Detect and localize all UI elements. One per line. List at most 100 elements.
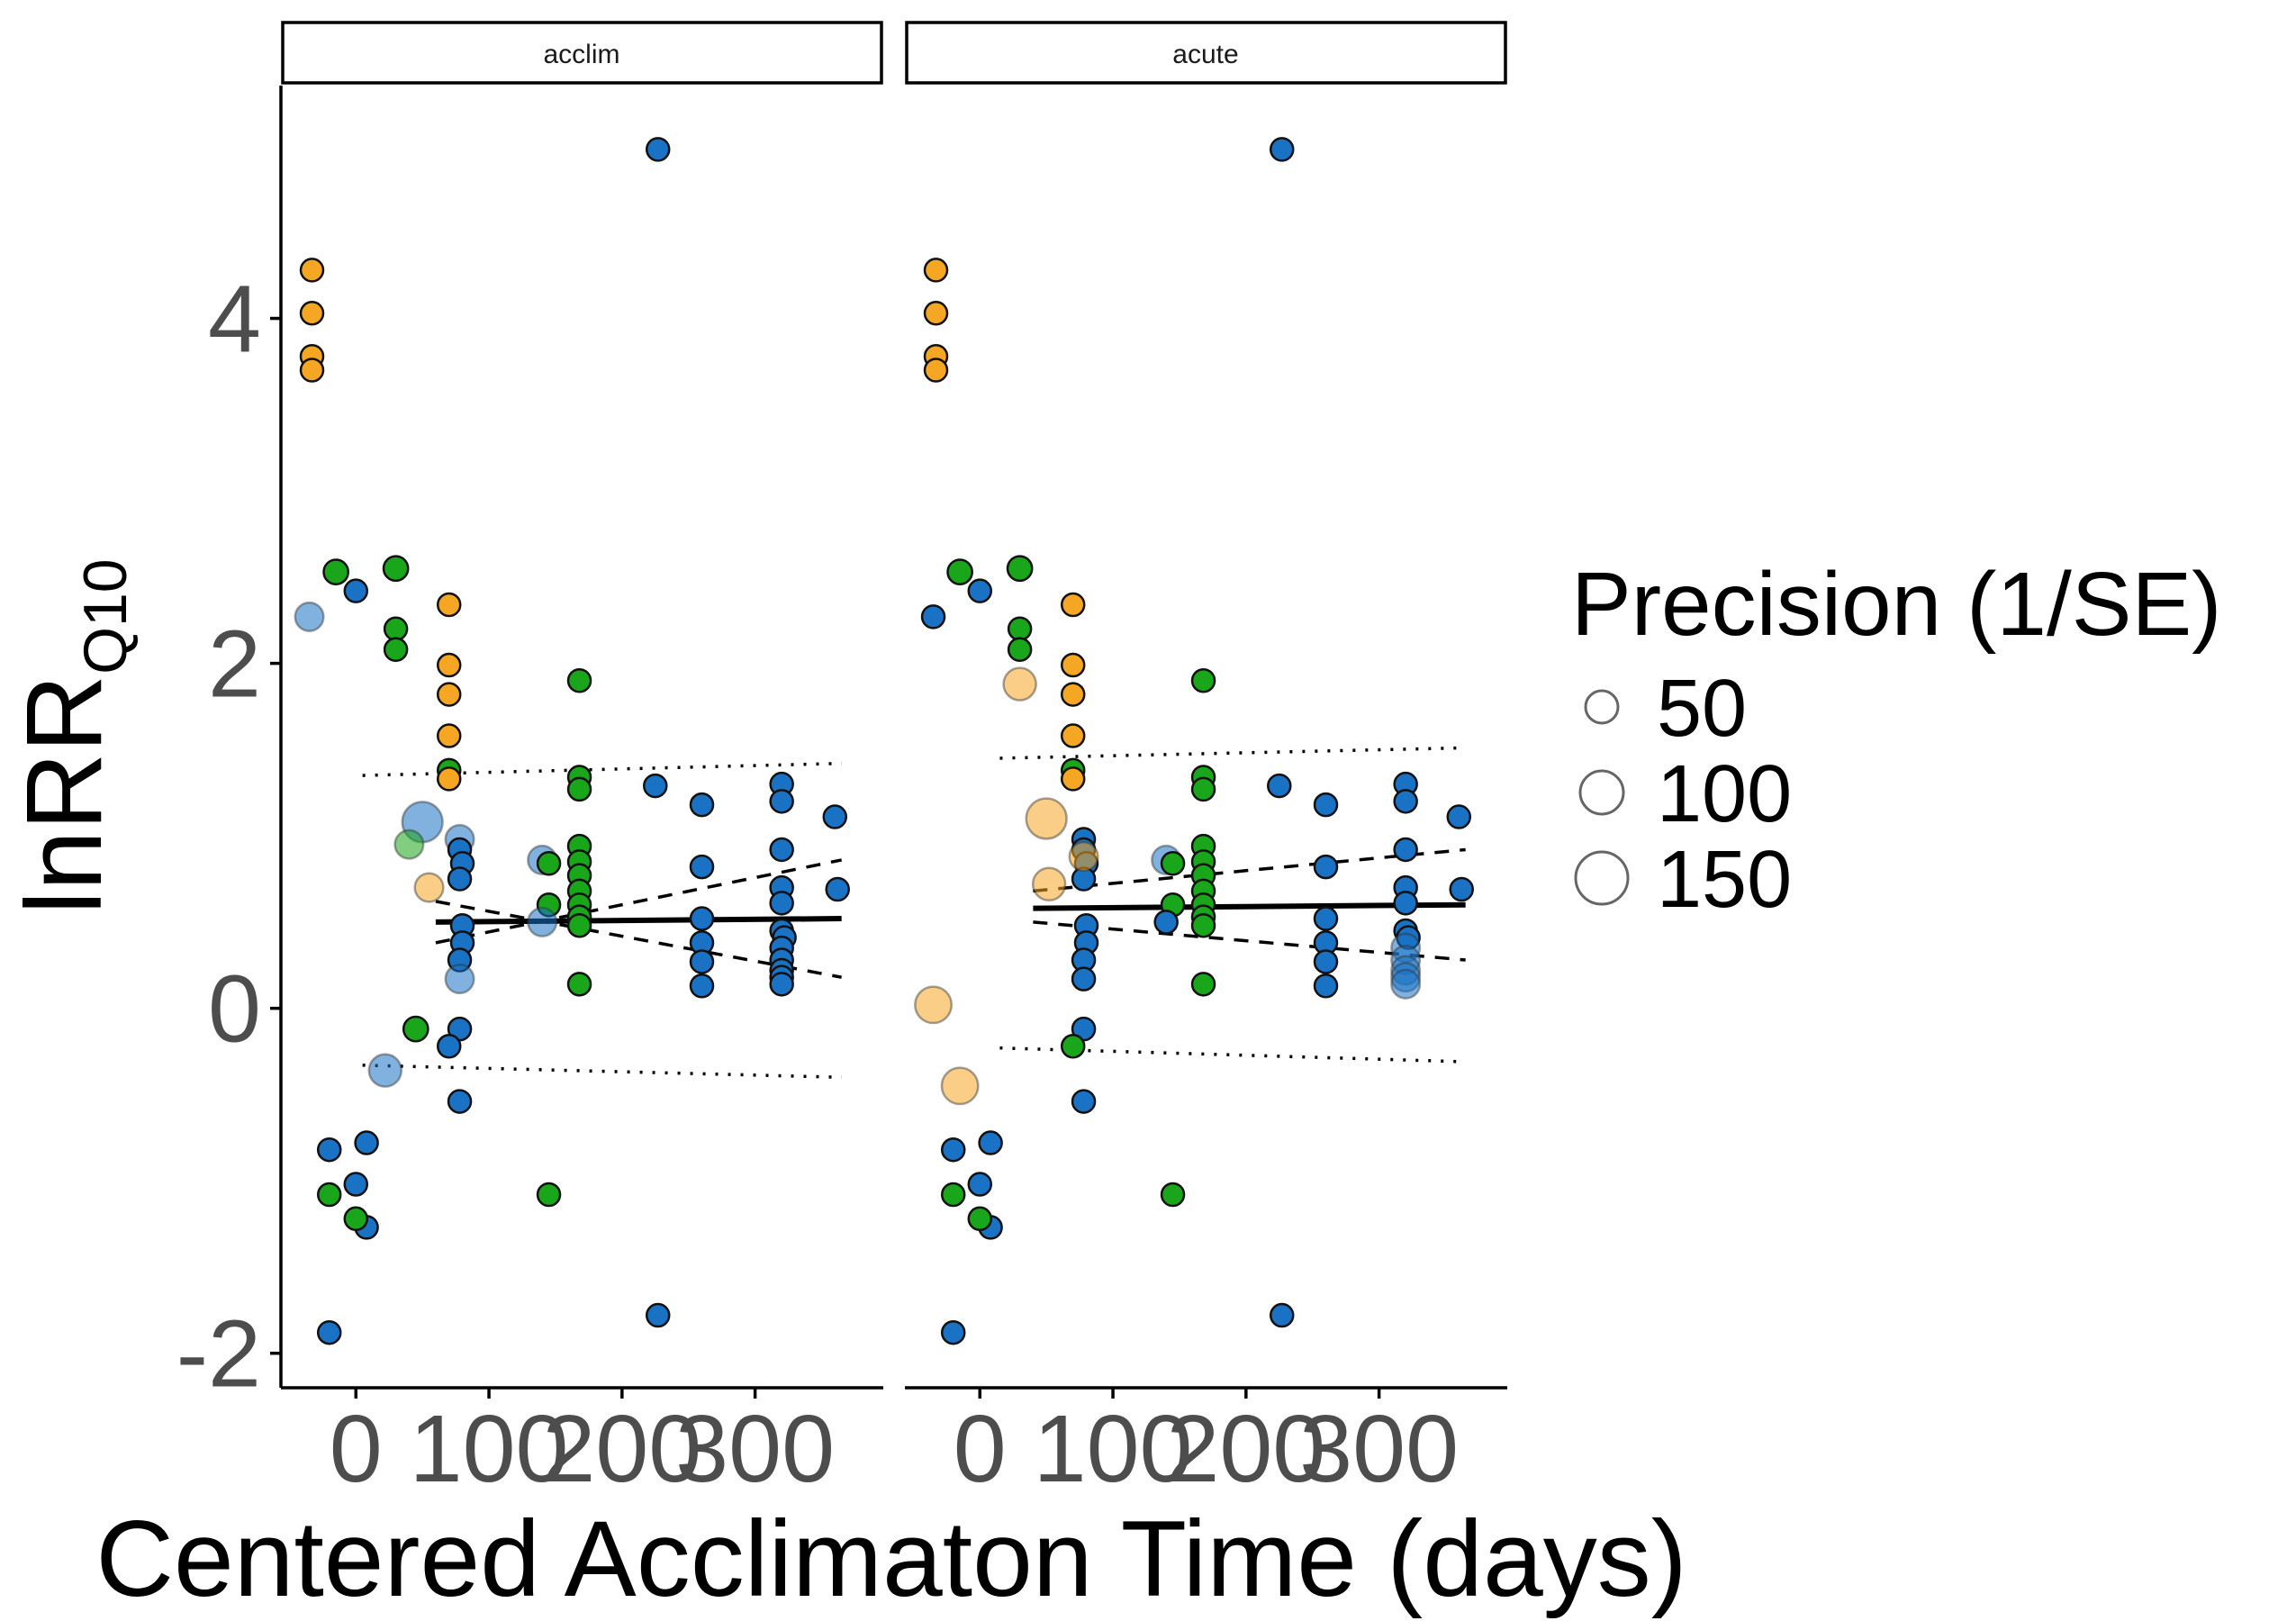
data-point-orange [923, 258, 949, 283]
data-point-blue [447, 866, 473, 892]
data-point-orange [1002, 666, 1037, 702]
data-point-blue [940, 1319, 966, 1345]
data-point-blue [967, 578, 993, 603]
data-point-blue [1313, 792, 1339, 818]
confidence-interval-upper [1033, 847, 1466, 893]
data-point-blue [769, 837, 794, 863]
legend-title: Precision (1/SE) [1571, 554, 2221, 655]
data-point-green [967, 1206, 993, 1232]
y-tick-label: -2 [176, 1301, 261, 1408]
data-point-green [1160, 851, 1186, 876]
data-point-orange [923, 301, 949, 326]
data-point-blue [1313, 854, 1339, 880]
data-point-orange [436, 766, 462, 792]
x-tick-label: 0 [330, 1396, 383, 1502]
data-point-blue [1393, 789, 1418, 814]
prediction-interval-upper [362, 761, 842, 777]
data-point-green [1190, 668, 1216, 693]
x-tick-label: 200 [542, 1396, 701, 1502]
data-point-blue [294, 601, 325, 632]
data-point-blue [447, 1089, 473, 1114]
points-acclim [294, 137, 850, 1345]
data-point-green [940, 1182, 966, 1208]
x-tick-label: 100 [1034, 1396, 1193, 1502]
data-point-green [322, 558, 349, 585]
data-point-blue [978, 1130, 1003, 1155]
y-tick-label: 0 [208, 956, 261, 1063]
data-point-blue [689, 854, 715, 880]
legend-label: 100 [1657, 749, 1792, 839]
data-point-orange [436, 682, 462, 707]
data-point-blue [1393, 837, 1418, 863]
y-tick-label: 4 [208, 267, 261, 373]
data-point-orange [1031, 866, 1067, 902]
x-tick-label: 300 [675, 1396, 835, 1502]
data-point-blue [1153, 910, 1179, 935]
data-point-green [393, 829, 425, 860]
data-point-blue [940, 1137, 966, 1163]
data-point-orange [413, 872, 445, 903]
data-point-blue [825, 876, 850, 902]
y-axis-title: lnRRQ10 [4, 558, 140, 914]
data-point-blue [436, 1034, 462, 1059]
legend-key-circle [1584, 689, 1620, 725]
confidence-interval-lower [435, 900, 842, 979]
data-point-blue [645, 137, 671, 162]
data-point-orange [436, 723, 462, 748]
strip-label-acute: acute [1172, 40, 1238, 69]
data-point-blue [367, 1053, 403, 1088]
data-point-green [343, 1206, 369, 1232]
strip-box-acclim [281, 21, 883, 85]
svg-text:lnRRQ10: lnRRQ10 [4, 558, 140, 914]
data-point-green [536, 851, 562, 876]
data-point-blue [643, 773, 668, 799]
data-point-green [566, 668, 592, 693]
x-tick-label: 300 [1299, 1396, 1459, 1502]
y-axis-title-main: lnRR [4, 675, 124, 915]
data-point-blue [1393, 891, 1418, 916]
data-point-green [566, 776, 592, 802]
data-point-green [382, 555, 410, 583]
regression-line [435, 916, 842, 925]
data-point-blue [920, 604, 946, 629]
data-point-orange [1060, 723, 1086, 748]
data-point-blue [967, 1172, 993, 1197]
data-point-blue [689, 974, 715, 999]
data-point-orange [1068, 841, 1099, 873]
data-point-green [316, 1182, 342, 1208]
points-acute [914, 137, 1474, 1345]
data-point-blue [689, 792, 715, 818]
prediction-interval-upper [999, 746, 1466, 760]
legend-key-circle [1574, 850, 1630, 906]
data-point-blue [1313, 974, 1339, 999]
data-point-orange [1025, 797, 1068, 840]
data-point-green [536, 1182, 562, 1208]
data-point-blue [689, 906, 715, 931]
fit-lines-acclim [362, 761, 843, 1080]
data-point-orange [436, 652, 462, 678]
x-tick-label: 100 [410, 1396, 569, 1502]
data-point-orange [299, 301, 325, 326]
data-point-green [1190, 912, 1216, 938]
data-point-blue [822, 804, 848, 829]
data-point-orange [1060, 592, 1086, 618]
data-point-blue [689, 949, 715, 974]
legend-key-circle [1578, 769, 1625, 816]
data-point-orange [1060, 682, 1086, 707]
regression-line [1033, 901, 1466, 911]
strip-label-acclim: acclim [543, 40, 619, 69]
data-point-blue [1313, 949, 1339, 974]
data-point-green [1006, 555, 1034, 583]
data-point-blue [1071, 1089, 1097, 1114]
data-point-blue [1449, 876, 1474, 902]
prediction-interval-lower [362, 1064, 842, 1080]
confidence-interval-upper [435, 858, 843, 945]
data-point-blue [645, 1302, 671, 1328]
data-point-blue [343, 578, 369, 603]
data-point-green [566, 912, 592, 938]
data-point-blue [527, 906, 558, 937]
